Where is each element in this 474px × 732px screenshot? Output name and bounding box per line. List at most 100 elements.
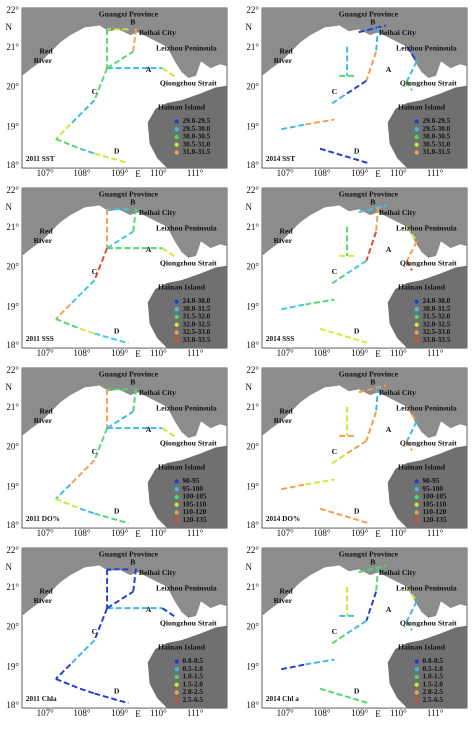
panel-label: 2014 SSS (266, 335, 294, 343)
land (147, 625, 228, 709)
east-label: E (375, 349, 381, 359)
section-label: D (114, 326, 120, 335)
place-label: Qiongzhou Strait (400, 618, 457, 627)
section-label: B (130, 557, 135, 566)
legend-label: 30.0-31.5 (183, 305, 211, 313)
legend-label: 0.5-1.0 (423, 665, 444, 673)
place-label: River (274, 416, 293, 425)
lat-label: 18° (6, 520, 19, 530)
section-label: C (332, 627, 338, 636)
lat-label: 21° (246, 222, 259, 232)
lat-label: 20° (6, 622, 19, 632)
legend-label: 30.5-31.0 (183, 140, 211, 148)
north-label: N (6, 382, 13, 392)
place-label: Leizhou Peninsula (396, 404, 457, 413)
lon-label: 107° (37, 168, 55, 178)
cruise-track (406, 80, 413, 91)
section-label: D (354, 686, 360, 695)
lat-label: 21° (246, 42, 259, 52)
cruise-track (329, 454, 345, 466)
lon-label: 107° (277, 168, 295, 178)
legend-dot (174, 698, 179, 703)
cruise-track (94, 152, 129, 165)
cruise-track (358, 384, 387, 394)
cruise-track (161, 607, 178, 619)
cruise-track (79, 507, 95, 515)
legend-dot (174, 518, 179, 523)
legend-dot (174, 659, 179, 664)
legend-dot (174, 330, 179, 335)
legend-label: 120-135 (423, 516, 448, 524)
lon-label: 109° (351, 168, 369, 178)
lat-label: 21° (6, 402, 19, 412)
cruise-track (161, 247, 178, 259)
place-label: Beihai City (379, 388, 416, 397)
place-label: Hainan Island (398, 103, 446, 112)
legend-dot (174, 119, 179, 124)
cruise-track (343, 259, 367, 277)
place-label: Leizhou Peninsula (396, 584, 457, 593)
legend-dot (174, 299, 179, 304)
legend-label: 24.0-30.0 (423, 297, 451, 305)
cruise-track (94, 512, 129, 525)
lat-label: 19° (246, 301, 259, 311)
lon-label: 110° (390, 168, 407, 178)
legend-label: 32.0-32.5 (183, 320, 211, 328)
legend-dot (414, 142, 419, 147)
legend-dot (414, 690, 419, 695)
section-label: D (354, 506, 360, 515)
legend-dot (414, 338, 419, 343)
east-label: E (375, 169, 381, 179)
lon-label: 109° (351, 708, 369, 718)
legend-label: 31.5-32.0 (423, 313, 451, 321)
place-label: Guangxi Province (99, 550, 159, 559)
lon-label: 108° (313, 528, 331, 538)
lat-label: 22° (246, 185, 259, 195)
lat-label: 18° (246, 520, 259, 530)
cruise-track (106, 230, 134, 249)
cruise-track (281, 303, 306, 311)
lat-label: 21° (6, 582, 19, 592)
place-label: Red (279, 406, 293, 415)
place-label: Hainan Island (158, 463, 206, 472)
cruise-track (55, 123, 72, 140)
place-label: River (34, 596, 53, 605)
section-label: B (370, 557, 375, 566)
land (22, 8, 228, 78)
lat-label: 21° (6, 222, 19, 232)
legend-dot (174, 502, 179, 507)
panel-label: 2011 SSS (26, 335, 54, 343)
land (22, 368, 228, 438)
place-label: Beihai City (139, 568, 176, 577)
cruise-track (132, 207, 138, 232)
place-label: Qiongzhou Strait (160, 618, 217, 627)
legend-dot (174, 134, 179, 140)
place-label: Hainan Island (398, 463, 446, 472)
panel-label-box (263, 333, 307, 346)
lat-label: 22° (246, 545, 259, 555)
place-label: Red (39, 46, 53, 55)
place-label: Hainan Island (398, 643, 446, 652)
legend-dot (414, 330, 419, 335)
cruise-track (93, 247, 108, 281)
lat-label: 18° (246, 700, 259, 710)
cruise-track (93, 67, 108, 101)
legend-label: 2.5-6.5 (183, 696, 204, 704)
cruise-track (329, 274, 345, 286)
lon-label: 110° (390, 348, 407, 358)
cruise-track (305, 118, 335, 126)
legend-label: 31.0-31.5 (423, 148, 451, 156)
legend-label: 2.5-6.5 (423, 696, 444, 704)
legend-label: 2.0-2.5 (423, 688, 444, 696)
place-label: Qiongzhou Strait (400, 258, 457, 267)
section-label: A (146, 245, 152, 254)
lat-label: 22° (6, 5, 19, 15)
cruise-track (343, 619, 367, 637)
lat-label: 22° (246, 365, 259, 375)
place-label: River (34, 416, 53, 425)
north-label: N (246, 202, 253, 212)
lat-label: 19° (246, 121, 259, 131)
lon-label: 111° (187, 708, 204, 718)
